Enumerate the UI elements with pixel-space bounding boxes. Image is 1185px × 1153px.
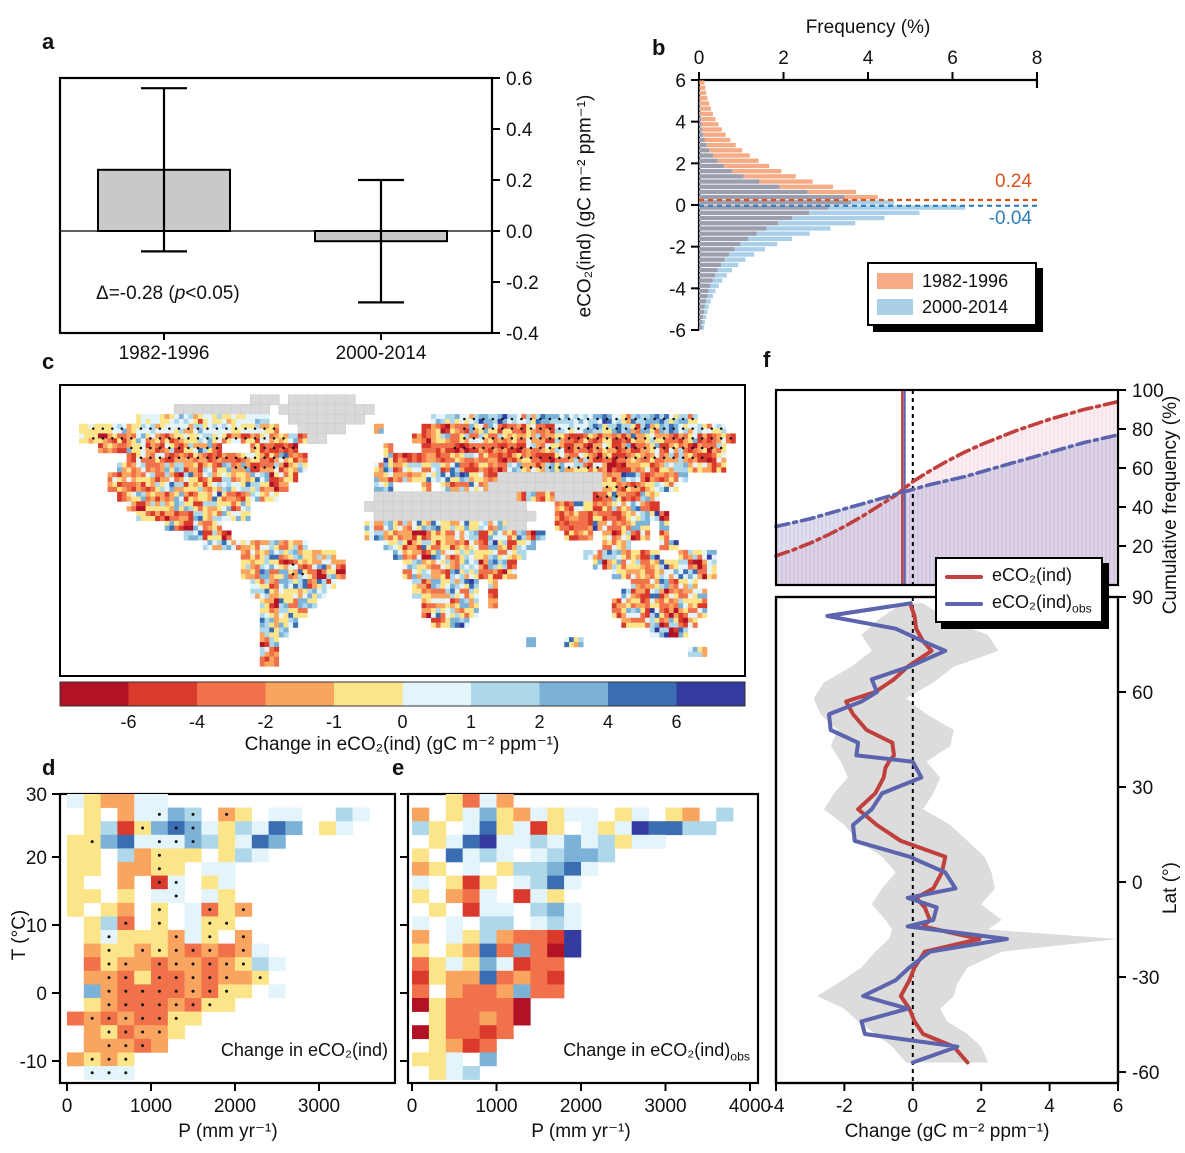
- svg-text:-10: -10: [20, 1052, 47, 1073]
- panel-a-letter: a: [42, 29, 55, 54]
- svg-text:-4: -4: [669, 279, 686, 300]
- svg-text:-2: -2: [257, 712, 273, 732]
- legend-swatch-blue: [877, 299, 913, 315]
- svg-text:40: 40: [1132, 498, 1153, 519]
- svg-text:60: 60: [1132, 459, 1153, 480]
- svg-text:-0.4: -0.4: [506, 324, 539, 345]
- panel-a-annotation: Δ=-0.28 (p<0.05): [96, 283, 240, 304]
- svg-text:0.6: 0.6: [506, 69, 532, 90]
- colorbar-caption: Change in eCO₂(ind) (gC m⁻² ppm⁻¹): [244, 734, 560, 755]
- svg-text:6: 6: [1113, 1096, 1124, 1117]
- panel-b-letter: b: [652, 35, 666, 60]
- svg-text:8: 8: [1032, 48, 1043, 69]
- svg-text:2: 2: [778, 48, 789, 69]
- svg-text:-1: -1: [326, 712, 342, 732]
- svg-text:-30: -30: [1132, 968, 1159, 989]
- panel-b-x-axis-label: Frequency (%): [805, 17, 931, 38]
- svg-text:1000: 1000: [130, 1096, 172, 1117]
- svg-text:-2: -2: [669, 238, 686, 259]
- svg-text:1: 1: [466, 712, 476, 732]
- panel-b-mean-2000-2014: -0.04: [988, 208, 1032, 229]
- svg-text:20: 20: [1132, 537, 1153, 558]
- panel-b-legend: 1982-1996 2000-2014: [867, 262, 1037, 326]
- svg-text:-6: -6: [669, 321, 686, 342]
- svg-text:6: 6: [671, 712, 681, 732]
- panel-d-y-axis-label: T (°C): [9, 909, 30, 961]
- svg-text:0: 0: [675, 196, 686, 217]
- svg-text:20: 20: [26, 848, 47, 869]
- svg-text:2000: 2000: [214, 1096, 256, 1117]
- panel-f-cumulative-axis-label: Cumulative frequency (%): [1160, 395, 1181, 615]
- svg-text:0.0: 0.0: [506, 222, 532, 243]
- panel-d-annotation: Change in eCO₂(ind): [220, 1040, 388, 1060]
- svg-text:4: 4: [863, 48, 874, 69]
- legend-item-eco2ind: eCO₂(ind): [945, 565, 1093, 589]
- legend-item-eco2ind-obs: eCO₂(ind)obs: [945, 591, 1093, 616]
- svg-text:10: 10: [26, 916, 47, 937]
- svg-text:3000: 3000: [644, 1096, 686, 1117]
- legend-label: eCO₂(ind)obs: [992, 591, 1092, 616]
- svg-text:-0.2: -0.2: [506, 273, 539, 294]
- svg-text:90: 90: [1132, 588, 1153, 609]
- panel-a-xtick-1982-1996: 1982-1996: [118, 343, 210, 364]
- svg-text:2: 2: [534, 712, 544, 732]
- svg-text:-4: -4: [189, 712, 205, 732]
- panel-e-annotation: Change in eCO₂(ind)obs: [563, 1040, 750, 1064]
- panel-d-x-axis-label: P (mm yr⁻¹): [178, 1121, 278, 1142]
- svg-text:2: 2: [675, 154, 686, 175]
- svg-text:-60: -60: [1132, 1063, 1159, 1084]
- svg-text:0: 0: [407, 1096, 418, 1117]
- panel-d-letter: d: [42, 755, 56, 780]
- svg-text:0: 0: [1132, 873, 1143, 894]
- svg-text:4: 4: [675, 113, 686, 134]
- panel-f-lat-axis-label: Lat (°): [1160, 862, 1181, 914]
- svg-text:2000: 2000: [560, 1096, 602, 1117]
- svg-text:-4: -4: [768, 1096, 785, 1117]
- legend-line-blue: [945, 601, 983, 606]
- svg-text:4: 4: [603, 712, 613, 732]
- svg-text:0: 0: [694, 48, 705, 69]
- panel-b-mean-1982-1996: 0.24: [995, 171, 1032, 192]
- svg-text:3000: 3000: [298, 1096, 340, 1117]
- svg-text:6: 6: [675, 71, 686, 92]
- svg-text:0.4: 0.4: [506, 120, 533, 141]
- panel-e-letter: e: [392, 755, 405, 780]
- panel-f-letter: f: [763, 347, 771, 372]
- svg-text:2: 2: [976, 1096, 987, 1117]
- svg-text:-2: -2: [836, 1096, 853, 1117]
- svg-text:4000: 4000: [729, 1096, 771, 1117]
- panel-e-x-axis-label: P (mm yr⁻¹): [531, 1121, 631, 1142]
- svg-text:0.2: 0.2: [506, 171, 532, 192]
- panel-a-xtick-2000-2014: 2000-2014: [335, 343, 427, 364]
- svg-text:0: 0: [908, 1096, 919, 1117]
- svg-text:1000: 1000: [475, 1096, 517, 1117]
- legend-item-2000-2014: 2000-2014: [877, 297, 1027, 318]
- panel-a-y-axis-label: eCO₂(ind) (gC m⁻² ppm⁻¹): [574, 94, 596, 318]
- legend-item-1982-1996: 1982-1996: [877, 271, 1027, 292]
- panel-f-legend: eCO₂(ind) eCO₂(ind)obs: [935, 557, 1103, 623]
- svg-text:0: 0: [62, 1096, 73, 1117]
- legend-line-red: [945, 574, 983, 579]
- svg-text:4: 4: [1044, 1096, 1055, 1117]
- svg-text:80: 80: [1132, 420, 1153, 441]
- legend-label: eCO₂(ind): [992, 564, 1073, 585]
- legend-swatch-orange: [877, 273, 913, 289]
- svg-text:0: 0: [397, 712, 407, 732]
- svg-text:60: 60: [1132, 683, 1153, 704]
- legend-label: 1982-1996: [922, 270, 1009, 291]
- svg-text:100: 100: [1132, 381, 1164, 402]
- svg-text:0: 0: [36, 984, 47, 1005]
- svg-text:6: 6: [947, 48, 958, 69]
- panel-f-x-axis-label: Change (gC m⁻² ppm⁻¹): [844, 1121, 1050, 1142]
- panel-c-letter: c: [42, 349, 55, 374]
- svg-text:30: 30: [26, 785, 47, 806]
- legend-label: 2000-2014: [922, 296, 1009, 317]
- svg-text:-6: -6: [120, 712, 136, 732]
- svg-text:30: 30: [1132, 778, 1153, 799]
